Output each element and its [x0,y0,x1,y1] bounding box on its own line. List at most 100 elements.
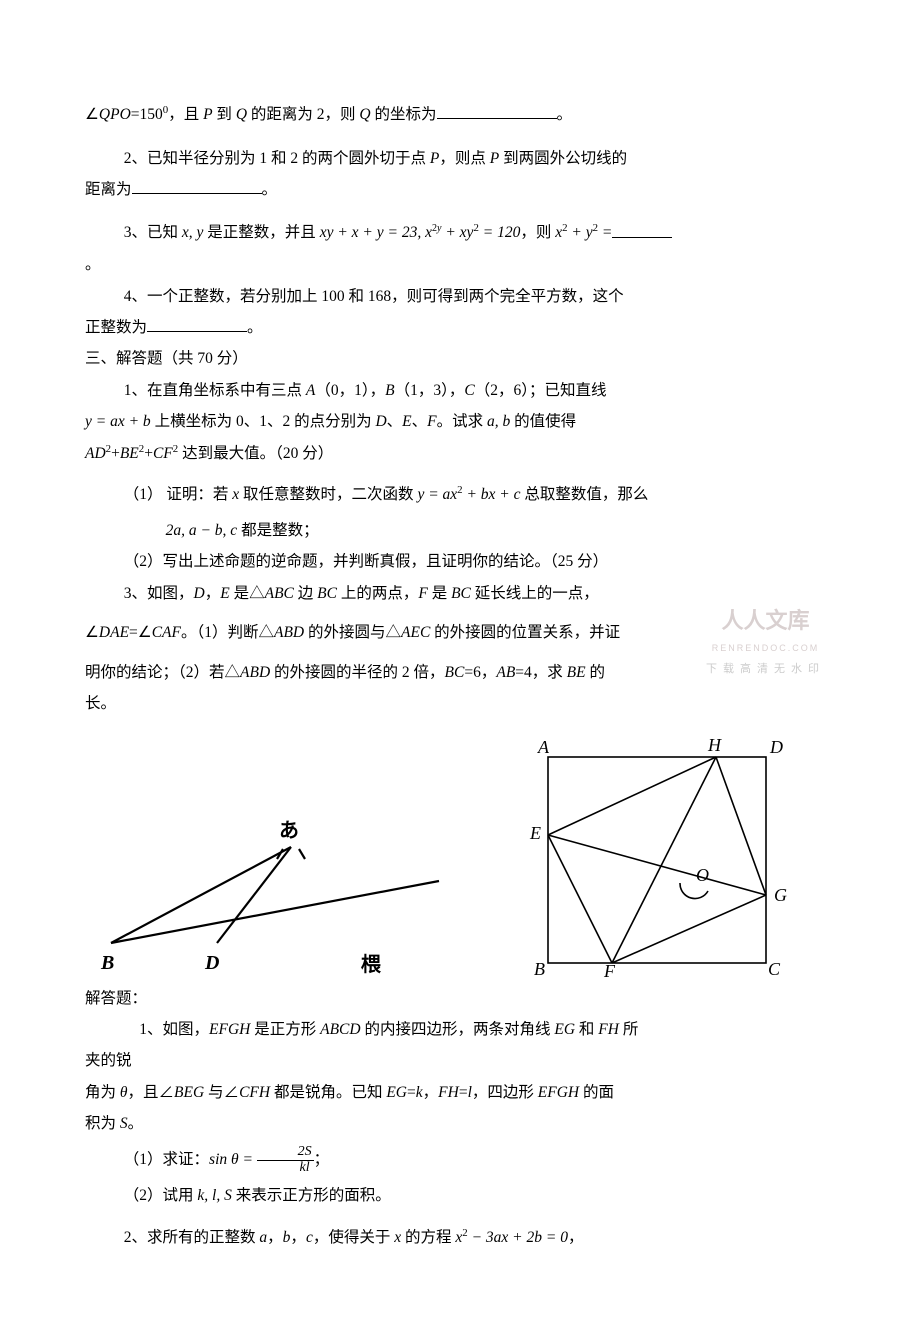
q1-line1: 1、在直角坐标系中有三点 A（0，1），B（1，3），C（2，6）；已知直线 [85,376,835,405]
q1-1-line1: （1） 证明：若 x 取任意整数时，二次函数 y = ax2 + bx + c … [85,480,835,510]
p1: ∠QPO=1500，且 P 到 Q 的距离为 2，则 Q 的坐标为。 [85,100,835,130]
a11-sin: sin [209,1151,231,1168]
q3-l3a: 明你的结论；（2）若△ [85,664,240,681]
a11-semi: ； [314,1151,330,1168]
a11-num2: 2S [257,1145,314,1161]
a2-c2: ， [290,1229,306,1246]
p3-line2: 。 [85,250,835,279]
diagram-left: B D 椳 あ [93,771,448,978]
q3-e: E [220,585,229,602]
a2-t2: ，使得关于 [313,1229,394,1246]
q11-l2b: 都是整数； [237,522,318,539]
a2-t3: 的方程 [401,1229,455,1246]
q3-l2a: ∠ [85,624,99,641]
q1-l2a: y = ax + b [85,413,151,430]
a1-l3g: 的面 [579,1084,614,1101]
p3-m1: x, y [182,225,204,242]
q3-l2b: 。（1）判断△ [181,624,274,641]
label-O: O [696,865,709,885]
q1-l3c: CF [153,445,173,462]
p1-post: 的坐标为 [371,106,437,123]
p4-l2: 正整数为 [85,319,147,336]
a1-t5: 所 [619,1021,638,1038]
a2-t1: 求所有的正整数 [147,1229,259,1246]
a12-t2: 来表示正方形的面积。 [232,1187,391,1204]
p3-t3: ，则 [520,225,555,242]
p3-pl: + y [568,225,593,242]
a1-t3: 的内接四边形，两条对角线 [361,1021,555,1038]
p3-eq1: xy + x + y = 23, x [320,225,432,242]
q3-d: D [194,585,205,602]
a2-line: 2、求所有的正整数 a，b，c，使得关于 x 的方程 x2 − 3ax + 2b… [85,1223,835,1253]
p3-num: 3、 [124,225,147,242]
q3-t4: 上的两点， [337,585,418,602]
q3-bc2: BC [451,585,471,602]
q3-l2c: 的外接圆与△ [304,624,401,641]
p1-var2: P [203,106,212,123]
q11-num: （1） [124,486,163,503]
label-F: F [603,961,616,978]
a1-efgh: EFGH [209,1021,250,1038]
a2-a: a [259,1229,267,1246]
q1-line2: y = ax + b 上横坐标为 0、1、2 的点分别为 D、E、F。试求 a,… [85,407,835,436]
q3-c0: ， [205,585,221,602]
p1-var3: Q [236,106,247,123]
q3-be: BE [567,664,586,681]
label-B: B [100,952,114,974]
a1-l3d: 都是锐角。已知 [270,1084,386,1101]
a12-num: （2） [124,1187,163,1204]
q3-num: 3、 [124,585,147,602]
p3-blank [612,237,672,238]
a1-line1: 1、如图，EFGH 是正方形 ABCD 的内接四边形，两条对角线 EG 和 FH… [85,1015,835,1044]
p2-t2: ，则点 [439,150,489,167]
q1-l2c: 。试求 [437,413,487,430]
q3-abd2: ABD [240,664,270,681]
q3-dae: DAE [99,624,129,641]
q3-t1: 如图， [147,585,194,602]
q11-l2a: 2a, a − b, c [166,522,238,539]
q1-c: C [464,382,474,399]
a1-l3e: ， [423,1084,439,1101]
label-C2: C [768,959,781,978]
a1-l3f: ，四边形 [472,1084,538,1101]
p4-line2: 正整数为 。 [85,313,835,342]
q1-s1: 、 [387,413,403,430]
a1-k: k [416,1084,423,1101]
a2-num: 2、 [124,1229,147,1246]
q1-pl1: + [111,445,120,462]
label-B2: B [534,959,545,978]
a1-t4: 和 [575,1021,598,1038]
section3-header: 三、解答题（共 70 分） [85,344,835,373]
q1-cp: （2，6）；已知直线 [475,382,607,399]
a12-kls: k, l, S [197,1187,231,1204]
a1-s: S [120,1115,128,1132]
p2-end: 。 [262,181,278,198]
p1-var1: QPO [99,106,131,123]
p3-plus: + xy [441,225,473,242]
p1-angle: ∠ [85,106,99,123]
a1-eg: EG [554,1021,575,1038]
a1-l3b: ，且∠ [128,1084,175,1101]
p1-mid3: 的距离为 2，则 [247,106,359,123]
p4-end: 。 [247,319,263,336]
p3-eqe: = [598,225,612,242]
a1-eq1: = [407,1084,416,1101]
p3-end: 。 [85,256,101,273]
watermark-main: 人人文库 [706,600,825,642]
label-D: D [204,952,219,974]
q11-t2: 取任意整数时，二次函数 [239,486,417,503]
q3-l3c: 的 [586,664,605,681]
p2-var2: P [490,150,499,167]
a1-abcd: ABCD [320,1021,360,1038]
q3-bc: BC [317,585,337,602]
p1-end: 。 [557,106,573,123]
q1-s2: 、 [412,413,428,430]
q3-t3: 边 [294,585,317,602]
a12-line: （2）试用 k, l, S 来表示正方形的面积。 [85,1181,835,1210]
p3-eq2: = 120 [479,225,520,242]
q1-ap: （0，1）， [315,382,385,399]
q11-t1: 证明：若 [163,486,233,503]
a11-t1: 求证： [163,1151,210,1168]
a1-t2: 是正方形 [250,1021,320,1038]
p1-mid: ，且 [168,106,203,123]
